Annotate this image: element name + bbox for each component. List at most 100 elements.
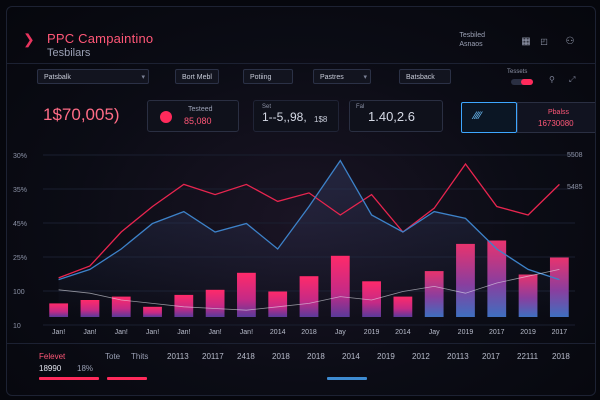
filter-button-5[interactable]: Batsback <box>399 69 451 84</box>
chart-bars <box>49 240 569 317</box>
kpi-card-4: Pbalss 16730080 <box>517 102 595 133</box>
expand-icon[interactable]: ⤢ <box>569 75 576 84</box>
bar <box>143 306 162 317</box>
x-tick-label: 2017 <box>552 329 568 336</box>
summary-value-1: 18990 <box>39 364 62 373</box>
kpi-card-2-value: 1--5,,98, <box>262 110 307 124</box>
summary-year: 2014 <box>342 352 360 361</box>
kpi-card-1-label: Testeed <box>188 106 213 113</box>
filter-button-3[interactable]: Potiing <box>243 69 293 84</box>
summary-value-1b: 18% <box>77 364 94 373</box>
x-tick-label: Jan! <box>209 329 222 336</box>
calendar-icon[interactable]: ▦ <box>521 36 531 47</box>
bar <box>299 276 319 317</box>
x-tick-label: 2014 <box>395 329 411 336</box>
chevron-down-icon: ▾ <box>141 74 145 81</box>
bar <box>424 271 444 317</box>
chart-toggle-button[interactable]: ⁄⁄⁄⁄ <box>461 102 517 133</box>
summary-label-1: Felevet <box>39 352 66 361</box>
summary-year: 2018 <box>272 352 290 361</box>
bar <box>268 291 288 317</box>
kpi-card-2: Set 1--5,,98, 1$8 <box>253 100 339 132</box>
bar <box>237 272 256 317</box>
filter-label-2: Bort Mebl <box>182 74 212 81</box>
x-tick-label: Jay <box>335 329 346 336</box>
bar <box>49 303 69 317</box>
summary-year: 20113 <box>447 352 469 361</box>
y-tick-label: 30% <box>13 153 27 160</box>
toggle-knob <box>521 79 533 85</box>
bar <box>487 240 507 317</box>
y-tick-label: 45% <box>13 221 27 228</box>
filter-label-4: Pastres <box>320 74 344 81</box>
filter-dropdown-1[interactable]: Patsbalk ▾ <box>37 69 149 84</box>
summary-year: 2018 <box>552 352 570 361</box>
chart-y-axis: 30% 35% 45% 25% 100 10 <box>13 153 27 330</box>
bar <box>456 243 475 317</box>
x-tick-label: Jay <box>429 329 440 336</box>
chart-lines <box>58 159 560 311</box>
kpi-card-3-label: Fal <box>356 104 365 110</box>
summary-progress-3 <box>327 377 367 380</box>
user-icon[interactable]: ⚇ <box>565 36 575 47</box>
header-meta-line2: Asnaos <box>459 41 483 48</box>
kpi-card-4-label: Pbalss <box>548 109 570 116</box>
filter-dropdown-4[interactable]: Pastres ▾ <box>313 69 371 84</box>
settings-icon[interactable]: ◰ <box>540 37 548 46</box>
header-meta-line1: Tesbiled <box>459 32 485 39</box>
filter-label-1: Patsbalk <box>44 74 71 81</box>
y-tick-label: 25% <box>13 255 27 262</box>
summary-year: 2418 <box>237 352 255 361</box>
kpi-card-2-label: Set <box>262 104 272 110</box>
summary-progress-1 <box>39 377 99 380</box>
bottom-summary: Felevet 18990 18% Tote Thits 20113 20117 2… <box>7 343 595 388</box>
summary-year: 22111 <box>517 352 539 361</box>
summary-year: 2012 <box>412 352 430 361</box>
y-tick-label: 100 <box>13 289 25 296</box>
summary-year: 2017 <box>482 352 500 361</box>
x-tick-label: 2019 <box>520 329 536 336</box>
bar <box>549 257 569 317</box>
chart-right-axis: 5508 5485 <box>567 152 583 191</box>
series-line <box>58 159 560 281</box>
summary-progress-2 <box>107 377 147 380</box>
dashboard-frame: ❯ PPC Campaintino Tesbilars Tesbiled Asn… <box>6 6 596 396</box>
bar <box>393 296 413 317</box>
x-tick-label: 2017 <box>489 329 505 336</box>
summary-year: 20113 <box>167 352 189 361</box>
kpi-card-1-value: 85,080 <box>184 116 212 126</box>
x-tick-label: Jan! <box>146 329 159 336</box>
toggle-label: Tessets <box>507 69 528 75</box>
chevron-down-icon: ▾ <box>363 74 367 81</box>
bar <box>174 294 194 317</box>
chart-x-axis: Jan! Jan! Jan! Jan! Jan! Jan! Jan! 2014 2018 Jay 2… <box>52 329 567 336</box>
kpi-card-3-value: 1.40,2.6 <box>368 109 415 124</box>
bar <box>111 296 131 317</box>
header-divider <box>7 63 595 64</box>
x-tick-label: 2014 <box>270 329 286 336</box>
y-tick-label: 35% <box>13 187 27 194</box>
summary-year: 2019 <box>377 352 395 361</box>
x-tick-label: Jan! <box>177 329 190 336</box>
bar <box>205 289 225 317</box>
toggle-switch[interactable] <box>511 79 533 85</box>
bar <box>330 255 350 317</box>
x-tick-label: Jan! <box>115 329 128 336</box>
kpi-card-1: Testeed 85,080 <box>147 100 239 132</box>
y-tick-label: 10 <box>13 323 21 330</box>
filter-button-2[interactable]: Bort Mebl <box>175 69 219 84</box>
x-tick-label: Jan! <box>83 329 96 336</box>
series-line <box>58 162 560 279</box>
status-dot-icon <box>160 111 172 123</box>
kpi-card-4-value: 16730080 <box>538 119 574 128</box>
total-spend-value: 1$70,005) <box>43 105 120 124</box>
x-tick-label: Jan! <box>52 329 65 336</box>
filter-icon[interactable]: ⚲ <box>549 75 555 84</box>
filter-label-5: Batsback <box>406 74 435 81</box>
x-tick-label: 2019 <box>458 329 474 336</box>
header: ❯ PPC Campaintino Tesbilars Tesbiled Asn… <box>7 7 595 63</box>
summary-year: 2018 <box>307 352 325 361</box>
x-tick-label: 2018 <box>301 329 317 336</box>
back-chevron-icon[interactable]: ❯ <box>23 31 35 47</box>
